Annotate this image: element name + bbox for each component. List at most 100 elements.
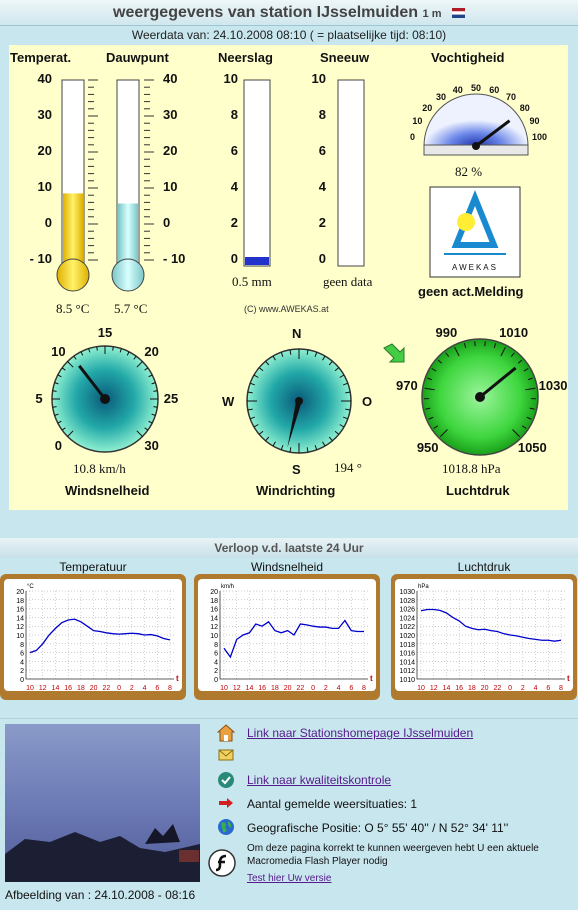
windspeed-value: 10.8 km/h	[73, 461, 126, 477]
compass-south: S	[292, 462, 301, 477]
trend-unit: °C	[27, 584, 34, 590]
trend-x-tick: 2	[521, 685, 525, 691]
trend-y-tick: 12	[16, 624, 24, 631]
pressure-tick: 1010	[499, 325, 528, 340]
trend-x-tick: 0	[508, 685, 512, 691]
check-icon[interactable]	[217, 771, 235, 789]
trend-x-tick: 20	[481, 685, 489, 691]
humidity-tick: 50	[471, 83, 481, 93]
trend-y-tick: 4	[214, 659, 218, 666]
trend-x-tick: 10	[220, 685, 228, 691]
quality-control-link[interactable]: Link naar kwaliteitskontrole	[247, 773, 391, 787]
trend-x-tick: 2	[130, 685, 134, 691]
trend-y-tick: 0	[214, 677, 218, 684]
trend-x-tick: 18	[468, 685, 476, 691]
webcam-image[interactable]	[5, 724, 200, 882]
trends-header: Verloop v.d. laatste 24 Uur	[0, 538, 578, 558]
humidity-tick: 100	[532, 132, 547, 142]
trend-x-unit: t	[567, 674, 570, 683]
trend-x-tick: 12	[233, 685, 241, 691]
trend-x-tick: 10	[26, 685, 34, 691]
trend-x-tick: 14	[443, 685, 451, 691]
dewpoint-value: 5.7 °C	[114, 301, 147, 317]
dewpoint-thermometer	[112, 80, 144, 291]
humidity-value: 82 %	[455, 164, 482, 180]
gauges-svg: AWEKAS	[0, 0, 578, 520]
humidity-tick: 30	[436, 92, 446, 102]
trend-y-tick: 8	[214, 642, 218, 649]
trend-x-tick: 22	[493, 685, 501, 691]
windspeed-scale-line	[153, 391, 157, 392]
trend-x-tick: 22	[296, 685, 304, 691]
trend-y-tick: 4	[20, 659, 24, 666]
trend-chart-title: Luchtdruk	[391, 560, 577, 574]
temperature-thermometer	[57, 80, 89, 291]
trend-y-tick: 10	[210, 633, 218, 640]
windspeed-label: Windsnelheid	[65, 483, 149, 498]
windspeed-tick: 5	[35, 391, 42, 406]
pressure-value: 1018.8 hPa	[442, 461, 501, 477]
pressure-tick: 990	[436, 325, 458, 340]
trend-axes	[417, 591, 565, 679]
trend-y-tick: 6	[214, 651, 218, 658]
flash-icon[interactable]	[208, 849, 236, 877]
station-homepage-link[interactable]: Link naar Stationshomepage IJsselmuiden	[247, 726, 473, 740]
trend-y-tick: 12	[210, 624, 218, 631]
trend-y-tick: 10	[16, 633, 24, 640]
humidity-tick: 90	[530, 116, 540, 126]
webcam-caption: Afbeelding van : 24.10.2008 - 08:16	[5, 888, 195, 902]
windspeed-tick: 0	[55, 438, 62, 453]
trend-x-tick: 16	[258, 685, 266, 691]
trend-x-tick: 4	[337, 685, 341, 691]
flash-test-link[interactable]: Test hier Uw versie	[247, 873, 331, 884]
compass-north: N	[292, 326, 301, 341]
home-icon[interactable]	[217, 724, 235, 742]
humidity-tick: 40	[453, 85, 463, 95]
compass-west: W	[222, 394, 234, 409]
trend-chart-svg: 1030102810261024102210201018101610141012…	[395, 579, 573, 691]
trend-x-unit: t	[176, 674, 179, 683]
trend-y-tick: 16	[210, 607, 218, 614]
compass-east: O	[362, 394, 372, 409]
mail-icon[interactable]	[218, 748, 234, 762]
copyright-text: (C) www.AWEKAS.at	[244, 304, 329, 314]
pressure-tick: 950	[417, 440, 439, 455]
trend-y-tick: 1010	[399, 677, 415, 684]
trend-x-tick: 0	[311, 685, 315, 691]
humidity-dial	[424, 94, 528, 155]
windspeed-tick: 10	[51, 344, 65, 359]
pressure-tick: 1030	[539, 378, 568, 393]
windspeed-scale-line	[97, 347, 98, 351]
snow-value: geen data	[323, 274, 383, 290]
trend-y-tick: 1026	[399, 607, 415, 614]
humidity-tick: 10	[412, 116, 422, 126]
trend-x-tick: 8	[559, 685, 563, 691]
weather-reports-count: Aantal gemelde weersituaties: 1	[247, 797, 417, 811]
trend-x-tick: 12	[39, 685, 47, 691]
humidity-tick: 60	[489, 85, 499, 95]
humidity-tick: 80	[520, 103, 530, 113]
trend-y-tick: 2	[20, 668, 24, 675]
trend-x-tick: 12	[430, 685, 438, 691]
windspeed-scale-line	[153, 407, 157, 408]
trend-y-tick: 18	[210, 598, 218, 605]
trend-x-tick: 20	[90, 685, 98, 691]
pressure-tick: 970	[396, 378, 418, 393]
trend-x-tick: 20	[284, 685, 292, 691]
trend-x-tick: 8	[168, 685, 172, 691]
globe-icon	[217, 818, 235, 836]
winddirection-label: Windrichting	[256, 483, 335, 498]
trend-y-tick: 1030	[399, 589, 415, 596]
trend-y-tick: 1020	[399, 633, 415, 640]
geographic-position: Geografische Positie: O 5° 55' 40'' / N …	[247, 821, 508, 835]
windspeed-scale-line	[53, 391, 57, 392]
windspeed-dial	[52, 346, 158, 452]
trend-chart-title: Windsnelheid	[194, 560, 380, 574]
trend-x-tick: 18	[77, 685, 85, 691]
trend-x-tick: 4	[143, 685, 147, 691]
arrow-down-right-icon	[384, 344, 404, 362]
